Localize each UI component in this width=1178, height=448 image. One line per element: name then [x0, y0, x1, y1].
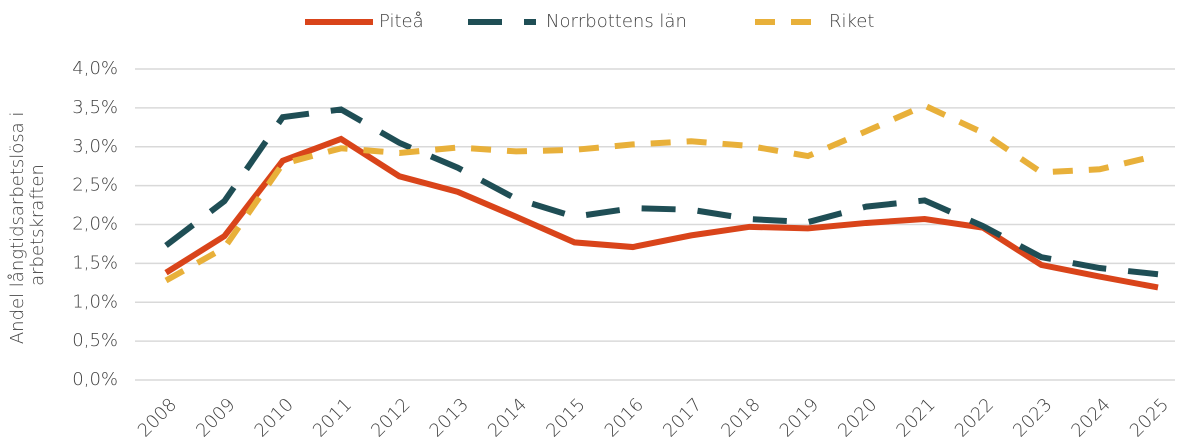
y-axis-label-line: arbetskraften — [27, 164, 48, 286]
y-tick-label: 1,5% — [72, 252, 118, 273]
series-line — [164, 102, 1159, 284]
x-tick-label: 2011 — [309, 394, 356, 441]
x-tick-label: 2009 — [192, 394, 239, 441]
x-tick-label: 2020 — [834, 394, 881, 441]
x-tick-label: 2022 — [951, 394, 998, 441]
y-tick-label: 0,0% — [72, 369, 118, 390]
y-axis-label: Andel långtidsarbetslösa i arbetskraften — [7, 106, 48, 344]
y-tick-label: 2,0% — [72, 214, 118, 235]
y-axis-label-line: Andel långtidsarbetslösa i — [7, 112, 28, 345]
legend-label: Riket — [829, 11, 874, 32]
y-tick-label: 2,5% — [72, 175, 118, 196]
legend-label: Norrbottens län — [546, 11, 687, 32]
x-tick-label: 2014 — [484, 394, 531, 441]
legend-label: Piteå — [379, 11, 424, 32]
x-tick-label: 2015 — [542, 394, 589, 441]
x-tick-label: 2021 — [892, 394, 939, 441]
y-tick-label: 3,5% — [72, 97, 118, 118]
series-line — [164, 106, 1159, 278]
y-tick-label: 3,0% — [72, 136, 118, 157]
x-tick-label: 2016 — [601, 394, 648, 441]
x-tick-label: 2025 — [1126, 394, 1173, 441]
x-tick-label: 2023 — [1009, 394, 1056, 441]
y-tick-label: 1,0% — [72, 291, 118, 312]
y-tick-label: 4,0% — [72, 58, 118, 79]
y-tick-label: 0,5% — [72, 330, 118, 351]
x-tick-label: 2012 — [367, 394, 414, 441]
x-tick-label: 2019 — [776, 394, 823, 441]
series-line — [164, 135, 1159, 291]
x-tick-label: 2013 — [426, 394, 473, 441]
x-tick-label: 2008 — [134, 394, 181, 441]
x-tick-label: 2017 — [659, 394, 706, 441]
x-tick-label: 2024 — [1067, 394, 1114, 441]
x-tick-label: 2010 — [251, 394, 298, 441]
x-tick-label: 2018 — [717, 394, 764, 441]
